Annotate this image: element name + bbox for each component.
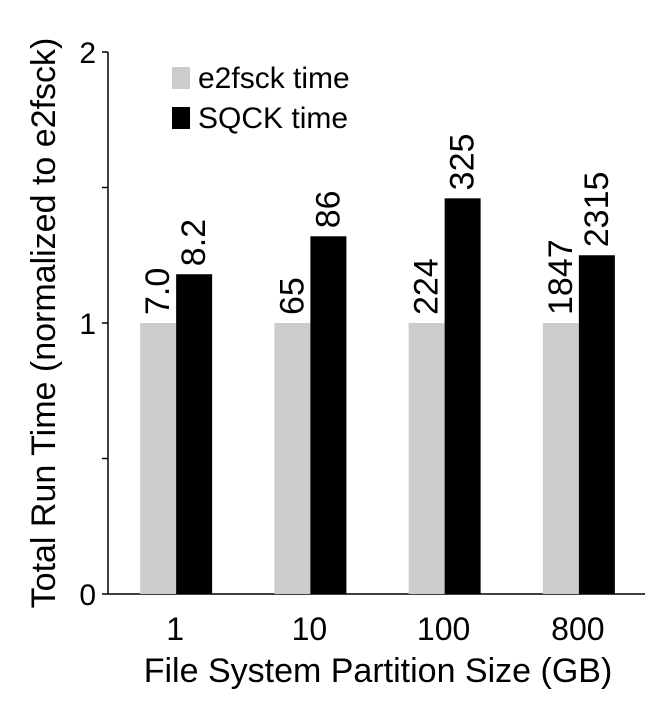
bar-e2fsck [274,323,311,594]
bar-label-e2fsck: 1847 [542,239,580,315]
legend: e2fsck time SQCK time [172,62,350,135]
legend-label-sqck: SQCK time [198,102,348,135]
y-tick-label: 2 [79,37,96,70]
x-axis-label: File System Partition Size (GB) [144,652,613,690]
x-tick-label: 800 [551,611,604,647]
x-tick-label: 100 [417,611,470,647]
bar-label-e2fsck: 65 [273,277,311,315]
bar-label-sqck: 8.2 [175,219,213,266]
legend-swatch-e2fsck [172,67,190,89]
x-ticks: 1 10 100 800 [166,611,604,647]
y-tick-label: 1 [79,308,96,341]
legend-swatch-sqck [172,107,190,129]
x-tick-label: 10 [292,611,328,647]
bar-e2fsck [408,323,445,594]
bar-sqck [310,236,347,594]
bar-sqck [578,255,615,594]
bars [140,198,615,594]
bar-sqck [176,274,213,594]
y-axis-label: Total Run Time (normalized to e2fsck) [25,38,63,609]
bar-label-e2fsck: 224 [408,258,446,315]
legend-label-e2fsck: e2fsck time [198,62,350,95]
bar-label-sqck: 325 [444,134,482,191]
y-ticks: 0 1 2 [79,37,108,612]
bar-e2fsck [140,323,177,594]
x-tick-label: 1 [166,611,184,647]
bar-label-e2fsck: 7.0 [139,268,177,315]
bar-sqck [444,198,481,594]
y-tick-label: 0 [79,579,96,612]
bar-e2fsck [542,323,579,594]
bar-label-sqck: 2315 [578,172,616,248]
bar-label-sqck: 86 [309,190,347,228]
